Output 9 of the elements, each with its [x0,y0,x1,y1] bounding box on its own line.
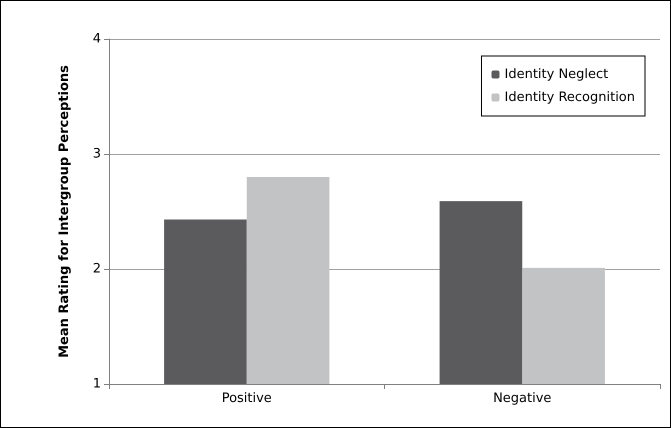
y-tick-label: 3 [92,146,101,162]
y-tick-label: 4 [92,32,101,46]
y-axis-title: Mean Rating for Intergroup Perceptions [57,64,72,358]
legend-label: Identity Recognition [504,90,636,105]
legend-label: Identity Neglect [504,67,608,82]
y-tick-label: 1 [92,376,101,392]
x-tick-label: Positive [222,391,272,406]
x-tick-label: Negative [493,391,552,406]
y-tick-label: 2 [92,262,101,276]
